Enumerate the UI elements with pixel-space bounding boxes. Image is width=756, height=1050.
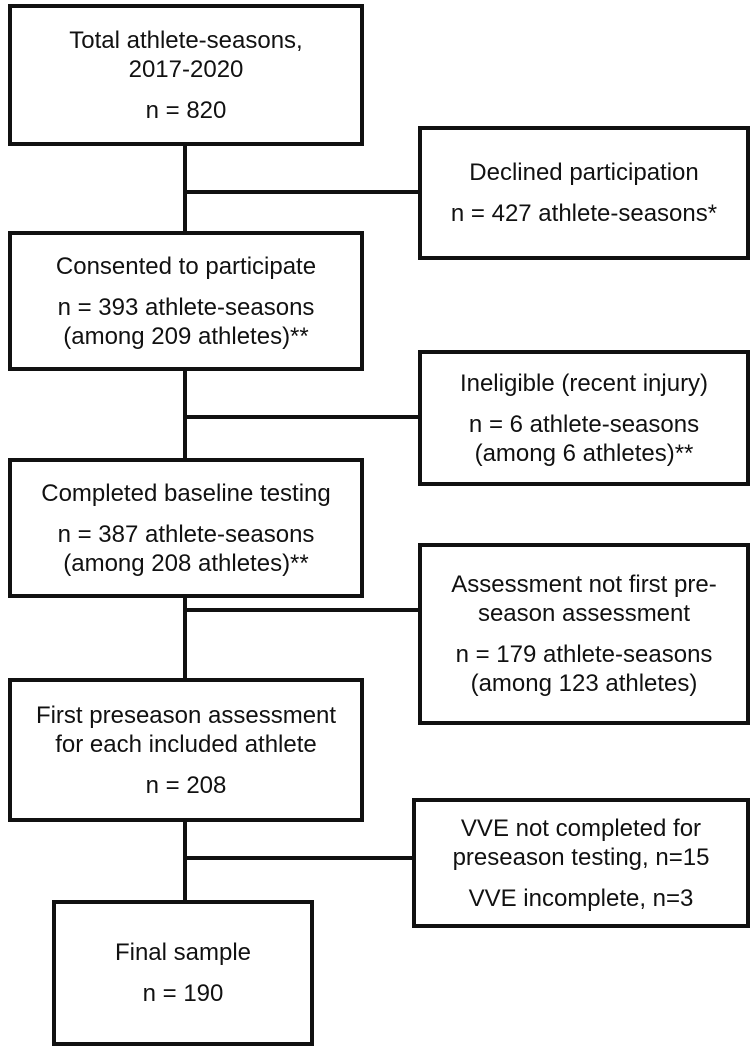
box-not-first-count: n = 179 athlete-seasons xyxy=(455,641,713,668)
box-not-first-line-1: Assessment not first pre- xyxy=(451,571,717,598)
box-ineligible-line-1: Ineligible (recent injury) xyxy=(459,369,709,397)
box-completed: Completed baseline testing n = 387 athle… xyxy=(8,458,364,598)
box-ineligible-extra: (among 6 athletes)** xyxy=(474,439,694,467)
box-ineligible: Ineligible (recent injury) n = 6 athlete… xyxy=(418,350,750,486)
box-ineligible-count: n = 6 athlete-seasons xyxy=(468,410,700,438)
box-first-preseason-count: n = 208 xyxy=(145,771,227,799)
box-vve-line-1: VVE not completed for xyxy=(460,814,702,842)
box-first-preseason-line-1: First preseason assessment xyxy=(35,701,337,729)
box-first-preseason-line-2: for each included athlete xyxy=(55,730,317,758)
box-vve-exclusions: VVE not completed for preseason testing,… xyxy=(412,798,750,928)
box-final-sample-line-1: Final sample xyxy=(114,939,252,966)
box-vve-line-2: preseason testing, n=15 xyxy=(452,843,710,871)
box-total-count: n = 820 xyxy=(145,96,227,124)
box-consented-count: n = 393 athlete-seasons xyxy=(57,293,315,321)
box-completed-extra: (among 208 athletes)** xyxy=(63,549,309,577)
box-declined-line-1: Declined participation xyxy=(469,159,699,186)
box-completed-line-1: Completed baseline testing xyxy=(41,479,331,507)
box-total-line-1: Total athlete-seasons, xyxy=(69,26,303,54)
box-declined-count: n = 427 athlete-seasons* xyxy=(450,200,718,227)
box-not-first-line-2: season assessment xyxy=(477,600,691,627)
box-consented-extra: (among 209 athletes)** xyxy=(63,322,309,350)
box-total-line-2: 2017-2020 xyxy=(128,55,244,83)
box-declined: Declined participation n = 427 athlete-s… xyxy=(418,126,750,260)
box-consented-line-1: Consented to participate xyxy=(55,252,317,280)
box-consented: Consented to participate n = 393 athlete… xyxy=(8,231,364,371)
box-completed-count: n = 387 athlete-seasons xyxy=(57,520,315,548)
box-final-sample-count: n = 190 xyxy=(142,980,224,1007)
box-first-preseason: First preseason assessment for each incl… xyxy=(8,678,364,822)
box-vve-count: VVE incomplete, n=3 xyxy=(468,884,694,912)
box-not-first-assessment: Assessment not first pre- season assessm… xyxy=(418,543,750,725)
box-final-sample: Final sample n = 190 xyxy=(52,900,314,1046)
box-total: Total athlete-seasons, 2017-2020 n = 820 xyxy=(8,4,364,146)
box-not-first-extra: (among 123 athletes) xyxy=(470,670,698,697)
